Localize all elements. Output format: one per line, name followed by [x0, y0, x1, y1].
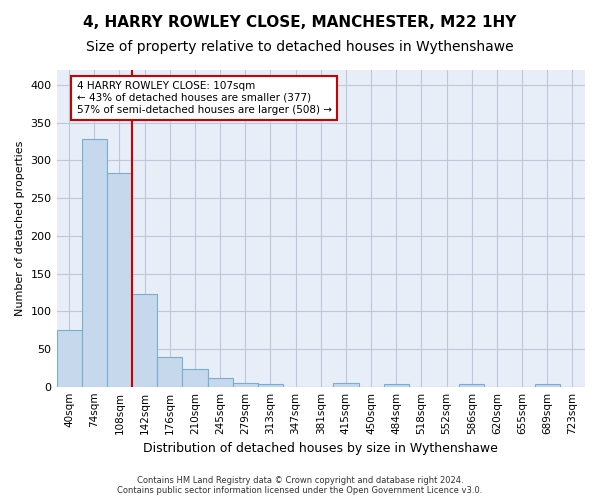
Bar: [157, 358, 182, 386]
Bar: [383, 384, 409, 386]
Bar: [208, 378, 233, 386]
Bar: [132, 294, 157, 386]
Y-axis label: Number of detached properties: Number of detached properties: [15, 140, 25, 316]
Bar: [535, 384, 560, 386]
X-axis label: Distribution of detached houses by size in Wythenshawe: Distribution of detached houses by size …: [143, 442, 498, 455]
Bar: [233, 383, 258, 386]
Bar: [459, 384, 484, 386]
Bar: [82, 140, 107, 386]
Text: Size of property relative to detached houses in Wythenshawe: Size of property relative to detached ho…: [86, 40, 514, 54]
Text: 4 HARRY ROWLEY CLOSE: 107sqm
← 43% of detached houses are smaller (377)
57% of s: 4 HARRY ROWLEY CLOSE: 107sqm ← 43% of de…: [77, 82, 332, 114]
Bar: [182, 368, 208, 386]
Text: 4, HARRY ROWLEY CLOSE, MANCHESTER, M22 1HY: 4, HARRY ROWLEY CLOSE, MANCHESTER, M22 1…: [83, 15, 517, 30]
Bar: [107, 172, 132, 386]
Text: Contains HM Land Registry data © Crown copyright and database right 2024.
Contai: Contains HM Land Registry data © Crown c…: [118, 476, 482, 495]
Bar: [258, 384, 283, 386]
Bar: [56, 330, 82, 386]
Bar: [334, 383, 359, 386]
